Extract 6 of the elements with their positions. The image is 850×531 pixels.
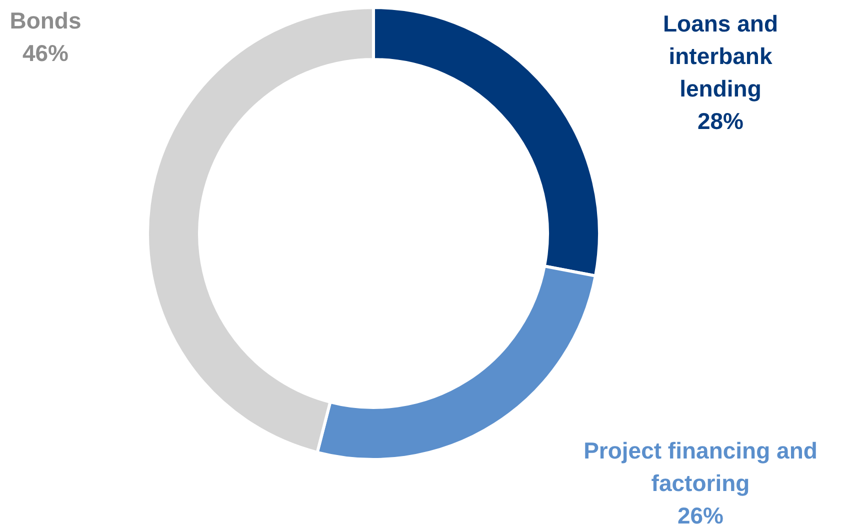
slice-label: Project financing and factoring xyxy=(584,438,818,496)
data-label: 26% xyxy=(677,502,724,528)
data-label: 28% xyxy=(697,108,744,134)
slice-label: Loans and interbank lending xyxy=(662,10,778,102)
data-label: 46% xyxy=(22,40,69,66)
slice-label: Bonds xyxy=(10,8,82,34)
